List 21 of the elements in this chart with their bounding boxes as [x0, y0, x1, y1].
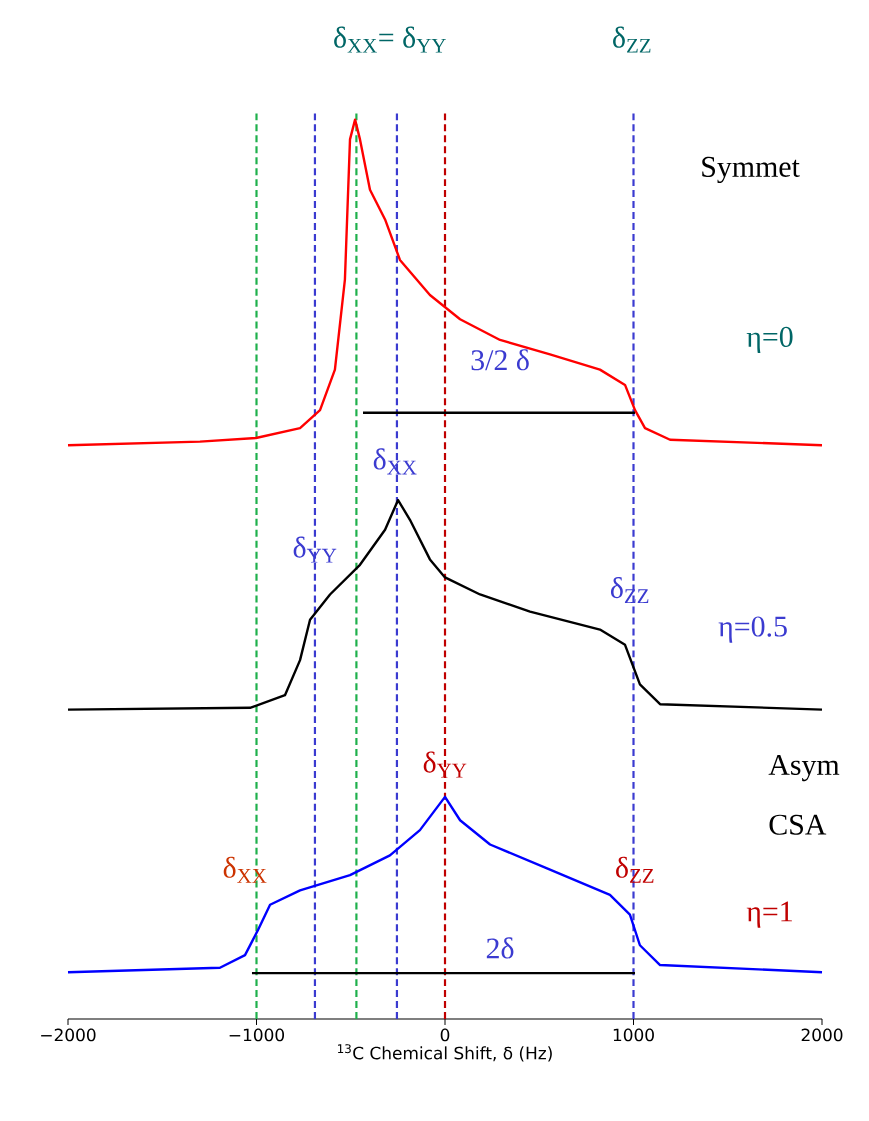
- annotation: CSA: [769, 814, 827, 835]
- x-tick-label: −2000: [41, 1028, 96, 1042]
- annotation: δ$_{YY}$: [293, 536, 337, 563]
- text: δ$_{XX}$= δ$_{YY}$: [334, 26, 446, 53]
- annotation: 2δ: [486, 937, 514, 959]
- annotation: Asym: [768, 754, 840, 782]
- annotation: η=0.5: [718, 616, 787, 643]
- text: δ$_{ZZ}$: [613, 26, 651, 53]
- x-tick-label: 2000: [801, 1028, 843, 1042]
- annotation: η=1: [746, 901, 792, 928]
- annotation: Symmet: [702, 156, 800, 184]
- annotation: δ$_{ZZ}$: [616, 856, 654, 883]
- annotation: δ$_{ZZ}$: [610, 576, 649, 604]
- annotation: δ$_{XX}$: [223, 856, 267, 883]
- x-tick-label: 1000: [613, 1028, 654, 1042]
- x-tick-label: −1000: [229, 1028, 285, 1042]
- annotation: η=0: [746, 326, 793, 354]
- annotation: δ$_{XX}$: [373, 448, 417, 475]
- annotation: 3/2 δ: [471, 349, 529, 371]
- x-tick-label: 0: [440, 1028, 450, 1042]
- x-axis-title: $^{13}$C Chemical Shift, δ (Hz): [338, 1044, 552, 1062]
